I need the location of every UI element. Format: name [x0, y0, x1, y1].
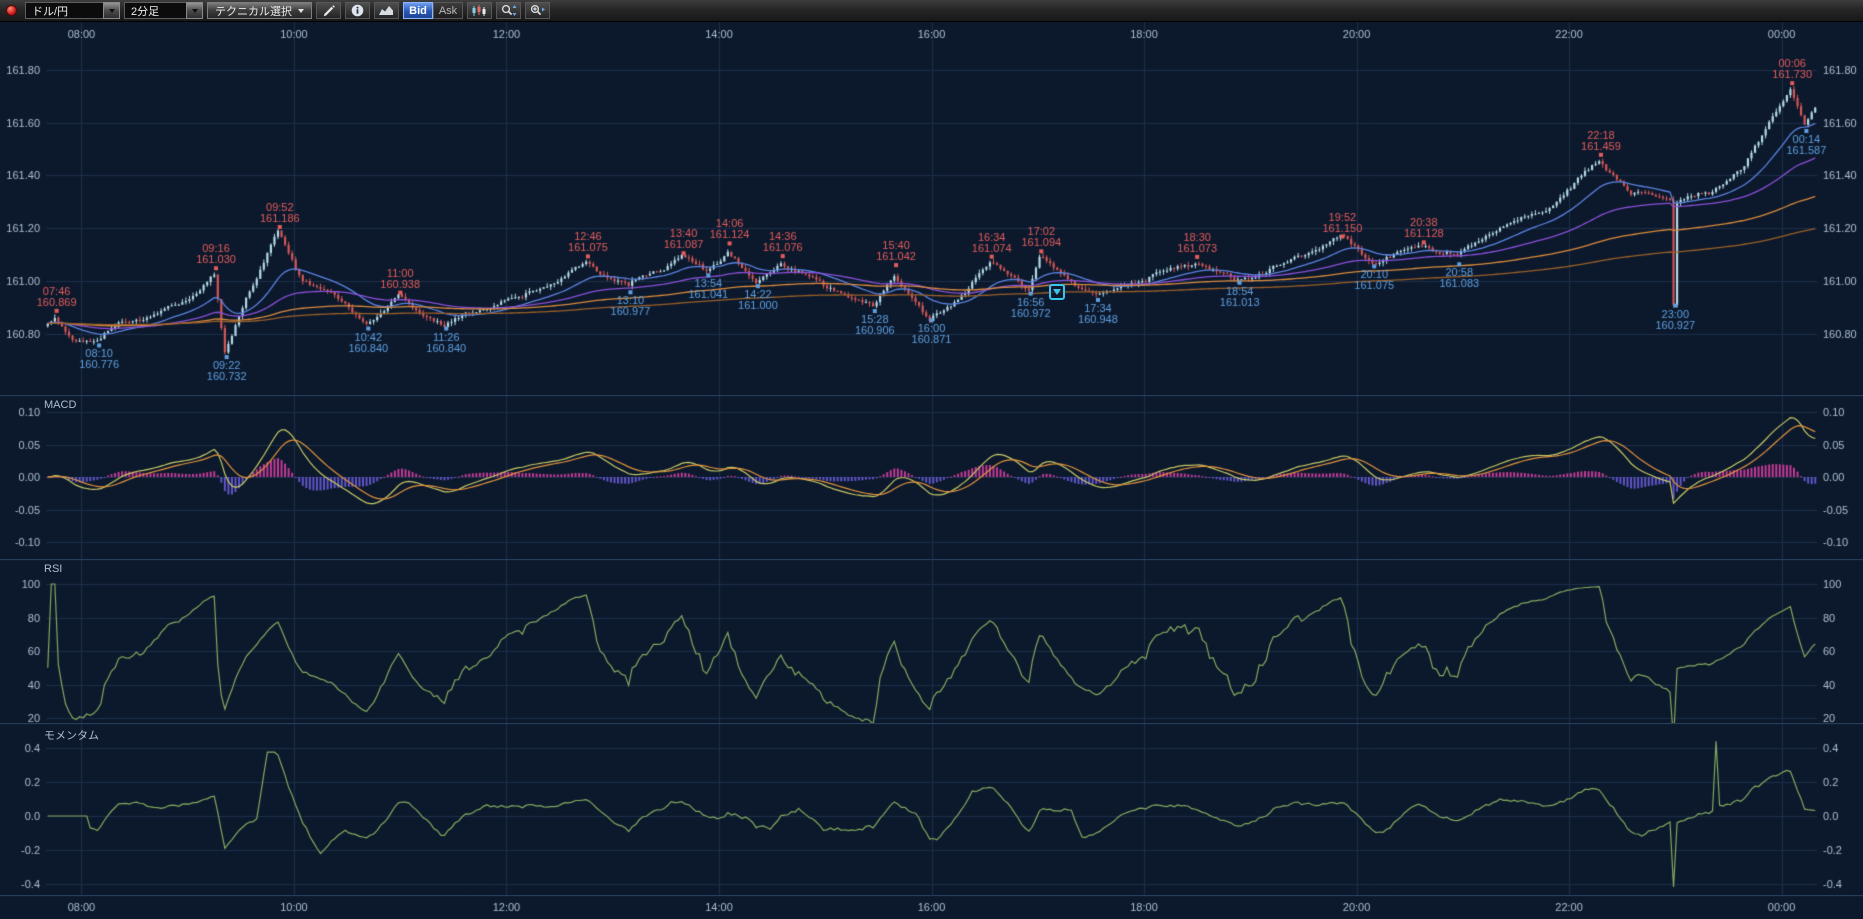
pencil-icon: [323, 4, 335, 16]
info-button[interactable]: [345, 2, 370, 19]
zoom-in-button[interactable]: [525, 2, 550, 19]
draw-tool-button[interactable]: [316, 2, 341, 19]
time-axis: [0, 895, 1863, 919]
zoom-range-icon: [501, 4, 516, 16]
macd-panel: MACD: [0, 395, 1863, 559]
rsi-canvas[interactable]: [0, 559, 1863, 723]
candlestick-icon: [472, 4, 486, 16]
record-indicator-icon: [6, 5, 17, 16]
chevron-down-icon: [191, 8, 198, 13]
bid-toggle[interactable]: Bid: [403, 2, 433, 19]
ask-label: Ask: [438, 4, 458, 17]
timeframe-dropdown-button[interactable]: [186, 2, 203, 19]
momentum-canvas[interactable]: [0, 723, 1863, 895]
pair-dropdown-button[interactable]: [103, 2, 120, 19]
price-chart-panel: [0, 22, 1863, 395]
area-chart-icon: [379, 6, 393, 15]
price-chart-canvas[interactable]: [0, 22, 1863, 395]
bid-label: Bid: [409, 4, 427, 17]
ask-toggle[interactable]: Ask: [433, 2, 463, 19]
chart-style-button[interactable]: [374, 2, 399, 19]
technical-select-label: テクニカル選択: [215, 5, 292, 18]
pan-cursor-icon: [1049, 284, 1065, 300]
zoom-fit-button[interactable]: [496, 2, 521, 19]
pair-select[interactable]: ドル/円: [25, 2, 103, 19]
zoom-in-icon: [530, 4, 545, 16]
rsi-panel: RSI: [0, 559, 1863, 723]
candle-type-button[interactable]: [467, 2, 492, 19]
macd-canvas[interactable]: [0, 395, 1863, 559]
chevron-down-icon: [298, 8, 304, 13]
time-axis-canvas[interactable]: [0, 895, 1863, 919]
technical-select-button[interactable]: テクニカル選択: [207, 2, 312, 19]
pair-label: ドル/円: [32, 5, 69, 18]
bid-ask-group: Bid Ask: [403, 2, 463, 19]
pair-select-group: ドル/円: [25, 2, 120, 19]
momentum-panel: モメンタム: [0, 723, 1863, 895]
toolbar: ドル/円 2分足 テクニカル選択: [0, 0, 1863, 22]
chevron-down-icon: [108, 8, 115, 13]
timeframe-label: 2分足: [131, 5, 160, 18]
timeframe-select[interactable]: 2分足: [124, 2, 186, 19]
timeframe-select-group: 2分足: [124, 2, 203, 19]
info-icon: [351, 4, 364, 17]
